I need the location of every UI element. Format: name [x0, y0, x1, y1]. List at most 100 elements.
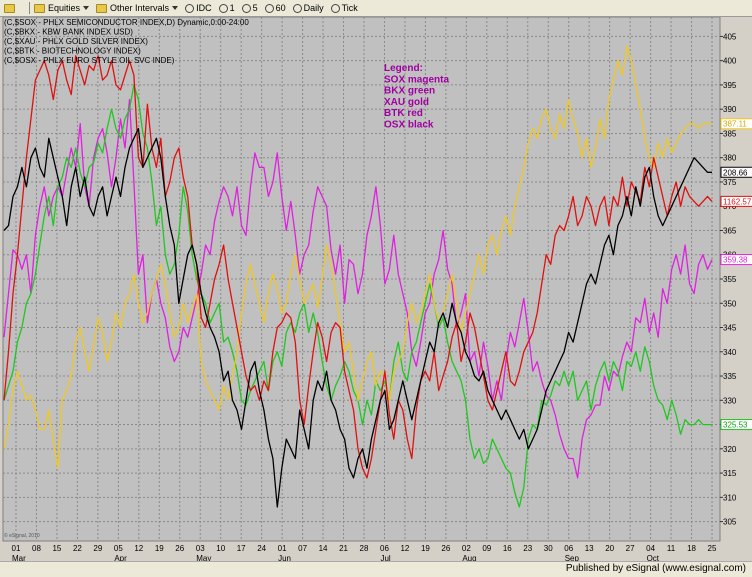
- x-tick-label: 12: [134, 544, 143, 553]
- clock-icon: [185, 3, 195, 13]
- daily-button[interactable]: Daily: [292, 3, 324, 13]
- y-tick-label: 400: [723, 57, 737, 66]
- x-tick-label: 09: [482, 544, 491, 553]
- interval-5-label: 5: [252, 3, 258, 13]
- clock-icon: [264, 3, 274, 13]
- clock-icon: [292, 3, 302, 13]
- x-tick-label: 14: [319, 544, 328, 553]
- x-tick-label: 17: [237, 544, 246, 553]
- legend-entry: BTK red: [384, 108, 423, 119]
- y-tick-label: 385: [723, 129, 737, 138]
- x-tick-label: 18: [687, 544, 696, 553]
- footer-bar: Published by eSignal (www.esignal.com): [0, 561, 752, 577]
- x-tick-label: 11: [667, 544, 676, 553]
- x-tick-label: 16: [503, 544, 512, 553]
- y-tick-label: 395: [723, 81, 737, 90]
- x-tick-label: 05: [114, 544, 123, 553]
- y-tick-label: 305: [723, 518, 737, 527]
- x-tick-label: 06: [564, 544, 573, 553]
- x-tick-label: 22: [73, 544, 82, 553]
- other-intervals-menu[interactable]: Other Intervals: [96, 3, 179, 13]
- x-month-label: May: [196, 554, 211, 561]
- interval-5-button[interactable]: 5: [241, 3, 258, 13]
- x-tick-label: 15: [52, 544, 61, 553]
- series-header-line: (C,$BKX - KBW BANK INDEX USD): [4, 28, 133, 37]
- series-header-line: (C,$BTK - BIOTECHNOLOGY INDEX): [4, 47, 141, 56]
- legend-entry: Legend:: [384, 63, 423, 74]
- series-line-2: [3, 45, 712, 469]
- idc-label: IDC: [196, 3, 212, 13]
- last-value-box-2: [720, 118, 752, 130]
- x-tick-label: 25: [708, 544, 717, 553]
- series-line-4: [3, 127, 712, 508]
- series-line-0: [3, 98, 713, 479]
- price-chart[interactable]: 3053103153203253303353403453503553603653…: [0, 17, 752, 561]
- daily-label: Daily: [303, 3, 324, 13]
- x-tick-label: 04: [646, 544, 655, 553]
- x-tick-label: 13: [585, 544, 594, 553]
- y-tick-label: 340: [723, 348, 737, 357]
- x-tick-label: 08: [32, 544, 41, 553]
- clock-icon: [218, 3, 228, 13]
- y-tick-label: 380: [723, 154, 737, 163]
- x-month-label: Oct: [647, 554, 660, 561]
- idc-button[interactable]: IDC: [185, 3, 212, 13]
- x-tick-label: 19: [155, 544, 164, 553]
- dropdown-arrow-icon: [172, 6, 179, 10]
- last-value-box-3: [720, 195, 752, 207]
- interval-1-label: 1: [229, 3, 235, 13]
- series-header-line: (C,$SOX - PHLX SEMICONDUCTOR INDEX,D) Dy…: [4, 18, 249, 27]
- last-value-label-3: 1162.57: [723, 197, 752, 206]
- folder-icon: [34, 3, 45, 13]
- last-value-label-2: 387.11: [723, 120, 747, 129]
- x-tick-label: 20: [605, 544, 614, 553]
- y-tick-label: 350: [723, 299, 737, 308]
- y-tick-label: 355: [723, 275, 737, 284]
- x-tick-label: 19: [421, 544, 430, 553]
- x-tick-label: 01: [12, 544, 21, 553]
- other-intervals-label: Other Intervals: [110, 3, 170, 13]
- interval-1-button[interactable]: 1: [218, 3, 235, 13]
- x-tick-label: 26: [175, 544, 184, 553]
- y-tick-label: 375: [723, 178, 737, 187]
- y-tick-label: 310: [723, 493, 737, 502]
- dropdown-arrow-icon: [83, 6, 90, 10]
- x-tick-label: 10: [216, 544, 225, 553]
- tick-button[interactable]: Tick: [330, 3, 358, 13]
- last-value-box-1: [720, 419, 752, 431]
- toolbar-separator: [29, 2, 30, 14]
- x-tick-label: 06: [380, 544, 389, 553]
- x-tick-label: 23: [523, 544, 532, 553]
- published-by-text: Published by eSignal (www.esignal.com): [565, 563, 746, 574]
- equities-menu[interactable]: Equities: [34, 3, 90, 13]
- y-tick-label: 390: [723, 105, 737, 114]
- y-tick-label: 345: [723, 324, 737, 333]
- toolbar-button[interactable]: [4, 3, 18, 13]
- x-tick-label: 02: [462, 544, 471, 553]
- watermark-text: © eSignal, 2010: [4, 532, 40, 539]
- x-month-label: Apr: [114, 554, 127, 561]
- series-header-line: (C,$OSX - PHLX EURO STYLE OIL SVC INDE): [4, 56, 175, 65]
- y-tick-label: 320: [723, 445, 737, 454]
- y-tick-label: 330: [723, 396, 737, 405]
- legend-entry: BKX green: [384, 86, 435, 97]
- interval-60-button[interactable]: 60: [264, 3, 286, 13]
- last-value-label-0: 359.38: [723, 256, 748, 265]
- folder-icon: [4, 3, 15, 13]
- last-value-box-0: [720, 254, 752, 266]
- toolbar: Equities Other Intervals IDC 1 5 60 Dail…: [0, 0, 752, 17]
- last-value-label-4: 208.66: [723, 168, 748, 177]
- x-tick-label: 07: [298, 544, 307, 553]
- folder-icon: [96, 3, 108, 13]
- clock-icon: [241, 3, 251, 13]
- x-tick-label: 28: [360, 544, 369, 553]
- y-tick-label: 365: [723, 226, 737, 235]
- x-month-label: Jul: [380, 554, 390, 561]
- x-tick-label: 01: [278, 544, 287, 553]
- y-tick-label: 315: [723, 469, 737, 478]
- last-value-label-1: 325.53: [723, 421, 748, 430]
- interval-60-label: 60: [275, 3, 286, 13]
- tick-label: Tick: [341, 3, 358, 13]
- x-tick-label: 24: [257, 544, 266, 553]
- x-tick-label: 12: [400, 544, 409, 553]
